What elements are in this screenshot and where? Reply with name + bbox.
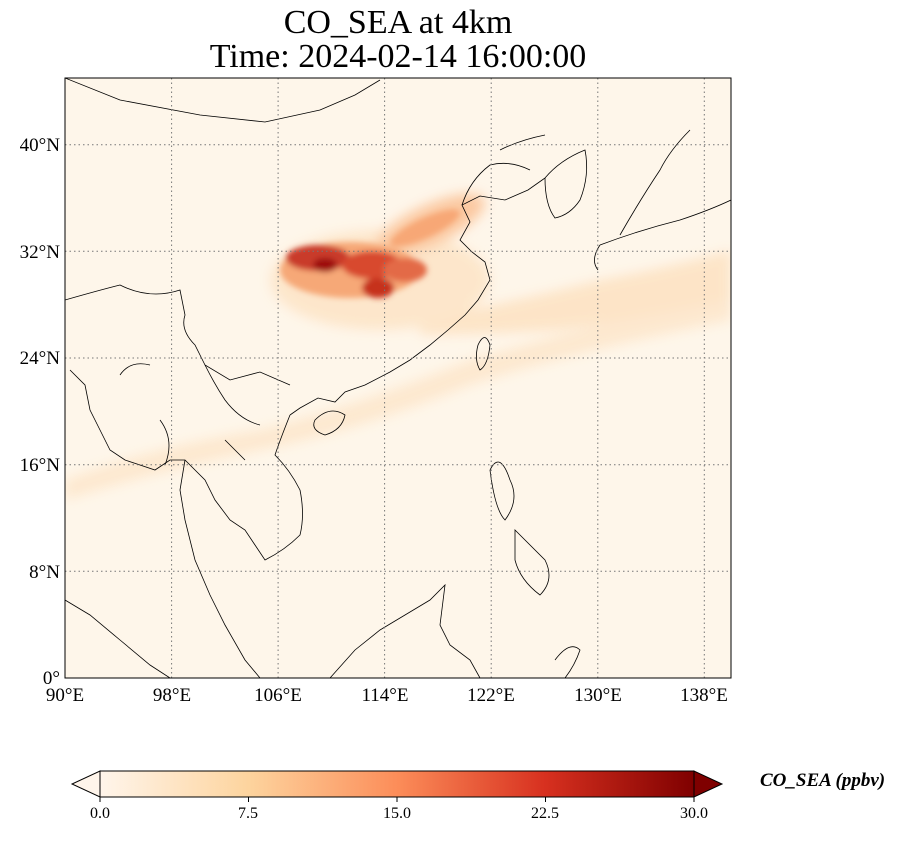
sulawesi-coast: [554, 646, 581, 678]
map-title: CO_SEA at 4km: [283, 4, 513, 41]
plume-main-south: [362, 278, 394, 298]
colorbar-title: CO_SEA (ppbv): [760, 770, 886, 791]
lat-tick-0: 0°: [42, 668, 60, 689]
hainan-island: [313, 410, 346, 436]
lat-tick-32n: 32°N: [19, 242, 60, 263]
inland-border-west: [65, 284, 291, 386]
lon-tick-90e: 90°E: [45, 685, 85, 706]
colorbar-extend-low: [70, 770, 101, 798]
lon-tick-130e: 130°E: [574, 685, 622, 706]
philippines: [489, 461, 550, 596]
korea-peninsula: [544, 149, 588, 219]
plume-main-east: [383, 258, 427, 282]
indochina-coast: [69, 369, 303, 561]
lat-tick-16n: 16°N: [19, 455, 60, 476]
lon-tick-122e: 122°E: [467, 685, 515, 706]
plume-band-south: [65, 290, 731, 500]
colorbar-tick-7-5: 7.5: [238, 805, 258, 822]
colorbar-gradient: [99, 770, 695, 798]
map-frame: [64, 77, 732, 679]
colorbar-tick-30: 30.0: [680, 805, 708, 822]
malay-peninsula: [179, 459, 261, 678]
lon-tick-138e: 138°E: [680, 685, 728, 706]
sumatra-coast: [65, 599, 171, 678]
lon-tick-106e: 106°E: [254, 685, 302, 706]
coastlines: [65, 78, 731, 678]
lon-tick-98e: 98°E: [152, 685, 192, 706]
co-concentration-field: [65, 78, 731, 678]
plume-northeast-core: [390, 209, 460, 247]
colorbar-tick-22-5: 22.5: [531, 805, 559, 822]
taiwan-island: [476, 337, 491, 371]
lat-tick-8n: 8°N: [29, 562, 60, 583]
lon-tick-114e: 114°E: [361, 685, 409, 706]
map-subtitle-time: Time: 2024-02-14 16:00:00: [209, 38, 587, 75]
plume-band-east: [420, 250, 731, 335]
bohai-coast: [461, 134, 546, 206]
colorbar: [70, 770, 724, 802]
colorbar-tick-0: 0.0: [90, 805, 110, 822]
colorbar-extend-high: [693, 770, 724, 798]
colorbar-tick-15: 15.0: [383, 805, 411, 822]
lat-tick-40n: 40°N: [19, 135, 60, 156]
japan-islands: [594, 129, 731, 271]
gridlines: [65, 78, 731, 678]
thailand-borders: [119, 363, 261, 466]
plume-main-peak: [313, 258, 337, 272]
borneo-coast: [329, 583, 481, 678]
north-border: [65, 78, 381, 123]
lat-tick-24n: 24°N: [19, 348, 60, 369]
map-background: [65, 78, 731, 678]
china-coast: [289, 177, 546, 416]
